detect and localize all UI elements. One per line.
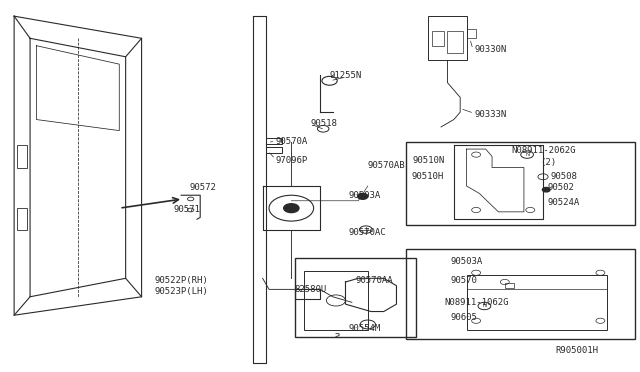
Bar	[505, 283, 515, 288]
Text: N: N	[525, 152, 529, 157]
Text: 90510H: 90510H	[412, 172, 444, 181]
Bar	[294, 258, 415, 337]
Text: 90330N: 90330N	[474, 45, 506, 54]
Text: 82580U: 82580U	[294, 285, 327, 294]
Text: 90524A: 90524A	[547, 198, 580, 207]
Circle shape	[284, 204, 299, 212]
Bar	[17, 145, 27, 167]
Bar	[467, 275, 607, 330]
Bar	[406, 142, 636, 225]
Bar	[447, 31, 463, 53]
Text: 90570AA: 90570AA	[355, 276, 393, 285]
Text: 90503A: 90503A	[451, 257, 483, 266]
Text: 90572: 90572	[189, 183, 216, 192]
Text: 90502: 90502	[547, 183, 574, 192]
Text: N08911-2062G: N08911-2062G	[511, 147, 575, 155]
Text: 90333N: 90333N	[474, 109, 506, 119]
Text: 90570A: 90570A	[275, 137, 308, 146]
Text: 90570AC: 90570AC	[349, 228, 387, 237]
Text: 90503A: 90503A	[349, 191, 381, 200]
Text: 90522P(RH): 90522P(RH)	[154, 276, 208, 285]
Bar	[431, 31, 444, 46]
Circle shape	[542, 187, 550, 192]
Text: 90570: 90570	[451, 276, 477, 285]
Text: 91255N: 91255N	[330, 71, 362, 80]
Text: 90523P(LH): 90523P(LH)	[154, 287, 208, 296]
Text: 90510N: 90510N	[412, 155, 445, 165]
Bar	[467, 29, 476, 38]
Text: R905001H: R905001H	[556, 346, 599, 355]
Text: 90554M: 90554M	[349, 324, 381, 333]
Bar	[428, 16, 467, 61]
Bar	[17, 208, 27, 230]
Text: 90570AB: 90570AB	[368, 161, 405, 170]
Text: (2): (2)	[540, 157, 556, 167]
Circle shape	[358, 193, 368, 199]
Bar	[266, 147, 282, 153]
Text: 90571: 90571	[173, 205, 200, 215]
Bar	[266, 138, 282, 144]
Text: 90508: 90508	[550, 172, 577, 181]
Text: N08911-1062G: N08911-1062G	[444, 298, 509, 307]
Text: 97096P: 97096P	[275, 155, 308, 165]
Text: N: N	[483, 304, 486, 308]
Bar	[294, 289, 320, 299]
Text: 90605: 90605	[451, 312, 477, 321]
Bar	[406, 249, 636, 339]
Text: 90518: 90518	[310, 119, 337, 128]
Bar	[304, 271, 368, 330]
